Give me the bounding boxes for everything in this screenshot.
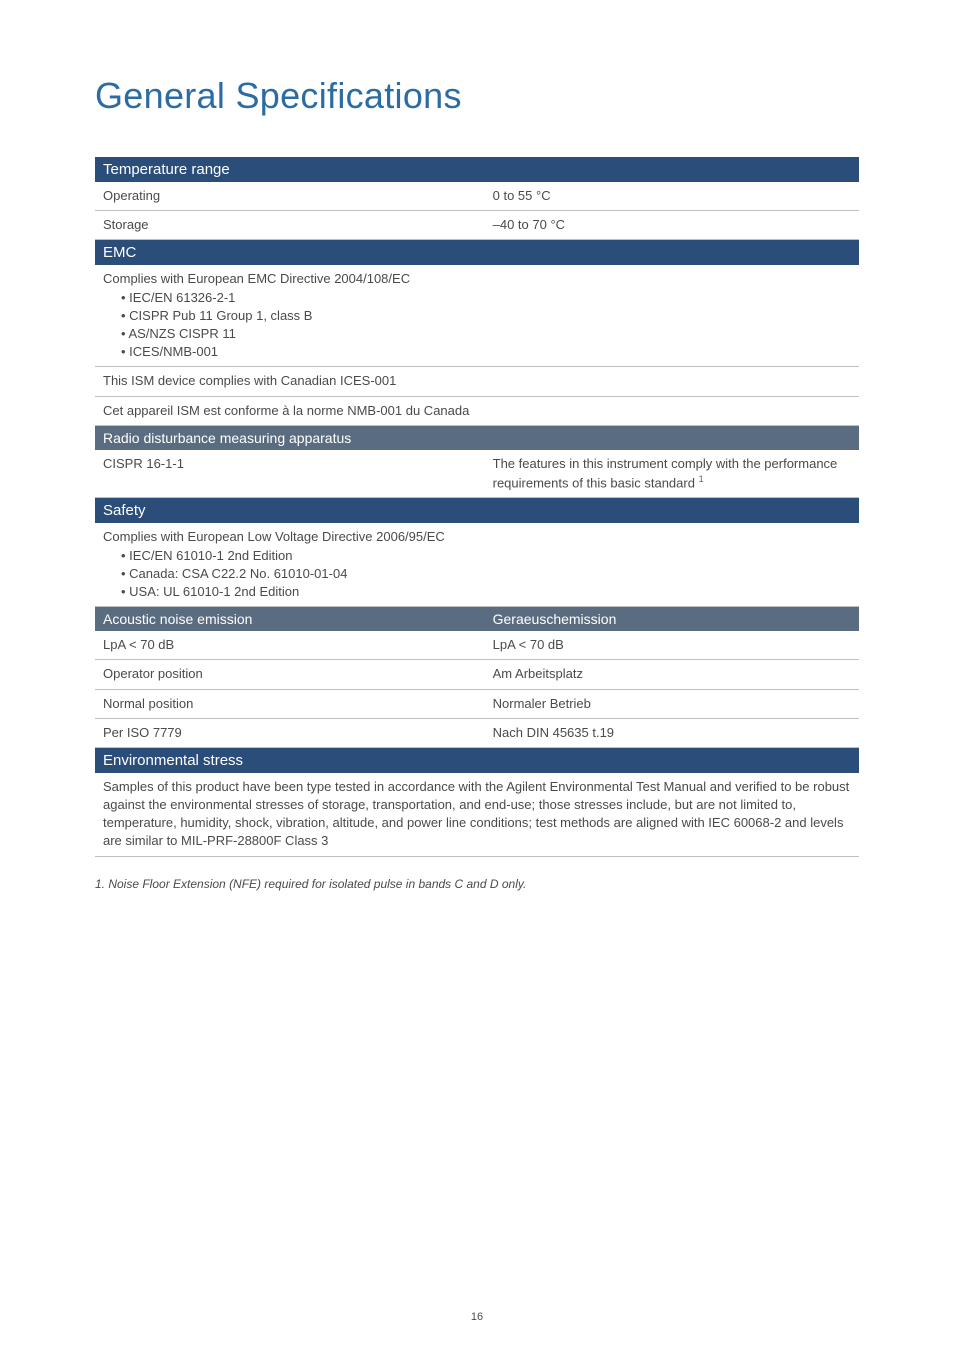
cell-label: Operator position xyxy=(95,660,485,689)
page-number: 16 xyxy=(95,1311,859,1323)
cell-label: Normal position xyxy=(95,689,485,718)
table-row: Samples of this product have been type t… xyxy=(95,773,859,856)
cell-value: –40 to 70 °C xyxy=(485,211,859,240)
table-row: Normal position Normaler Betrieb xyxy=(95,689,859,718)
cell-value: LpA < 70 dB xyxy=(485,631,859,660)
footnote-ref: 1 xyxy=(699,474,704,484)
emc-bullet: • ICES/NMB-001 xyxy=(121,344,218,359)
cell-ism-en: This ISM device complies with Canadian I… xyxy=(95,367,859,396)
table-row: LpA < 70 dB LpA < 70 dB xyxy=(95,631,859,660)
page-title: General Specifications xyxy=(95,75,859,117)
cell-label: Operating xyxy=(95,182,485,211)
section-acoustic-right: Geraeuschemission xyxy=(485,607,859,632)
cell-empty xyxy=(485,523,859,606)
cell-value: Normaler Betrieb xyxy=(485,689,859,718)
safety-bullet: • Canada: CSA C22.2 No. 61010-01-04 xyxy=(121,566,347,581)
footnote-text: 1. Noise Floor Extension (NFE) required … xyxy=(95,877,859,891)
safety-bullet: • USA: UL 61010-1 2nd Edition xyxy=(121,584,299,599)
section-acoustic-left: Acoustic noise emission xyxy=(95,607,485,632)
table-row: Cet appareil ISM est conforme à la norme… xyxy=(95,396,859,425)
cell-value: Nach DIN 45635 t.19 xyxy=(485,718,859,747)
section-environmental-label: Environmental stress xyxy=(95,747,859,773)
section-environmental: Environmental stress xyxy=(95,747,859,773)
table-row: Complies with European Low Voltage Direc… xyxy=(95,523,859,606)
table-row: Operator position Am Arbeitsplatz xyxy=(95,660,859,689)
cell-safety-compliance: Complies with European Low Voltage Direc… xyxy=(95,523,485,606)
cell-label: Storage xyxy=(95,211,485,240)
table-row: Per ISO 7779 Nach DIN 45635 t.19 xyxy=(95,718,859,747)
cell-environmental-body: Samples of this product have been type t… xyxy=(95,773,859,856)
cell-label: Per ISO 7779 xyxy=(95,718,485,747)
cell-emc-compliance: Complies with European EMC Directive 200… xyxy=(95,265,485,366)
section-temperature-label: Temperature range xyxy=(95,157,859,182)
cell-label: LpA < 70 dB xyxy=(95,631,485,660)
emc-bullet: • IEC/EN 61326-2-1 xyxy=(121,290,235,305)
section-safety: Safety xyxy=(95,498,859,524)
section-acoustic: Acoustic noise emission Geraeuschemissio… xyxy=(95,607,859,632)
table-row: Storage –40 to 70 °C xyxy=(95,211,859,240)
section-emc: EMC xyxy=(95,240,859,266)
cell-value: The features in this instrument comply w… xyxy=(485,450,859,498)
cell-value: Am Arbeitsplatz xyxy=(485,660,859,689)
emc-intro: Complies with European EMC Directive 200… xyxy=(103,271,410,286)
emc-bullet: • CISPR Pub 11 Group 1, class B xyxy=(121,308,312,323)
table-row: Operating 0 to 55 °C xyxy=(95,182,859,211)
cell-ism-fr: Cet appareil ISM est conforme à la norme… xyxy=(95,396,859,425)
cell-label: CISPR 16-1-1 xyxy=(95,450,485,498)
section-radio-label: Radio disturbance measuring apparatus xyxy=(95,425,859,450)
cell-empty xyxy=(485,265,859,366)
section-radio: Radio disturbance measuring apparatus xyxy=(95,425,859,450)
radio-text: The features in this instrument comply w… xyxy=(493,456,838,491)
section-emc-label: EMC xyxy=(95,240,859,266)
table-row: CISPR 16-1-1 The features in this instru… xyxy=(95,450,859,498)
safety-bullet: • IEC/EN 61010-1 2nd Edition xyxy=(121,548,293,563)
section-safety-label: Safety xyxy=(95,498,859,524)
spec-table: Temperature range Operating 0 to 55 °C S… xyxy=(95,157,859,857)
emc-bullet: • AS/NZS CISPR 11 xyxy=(121,326,236,341)
safety-intro: Complies with European Low Voltage Direc… xyxy=(103,529,445,544)
cell-value: 0 to 55 °C xyxy=(485,182,859,211)
table-row: This ISM device complies with Canadian I… xyxy=(95,367,859,396)
table-row: Complies with European EMC Directive 200… xyxy=(95,265,859,366)
section-temperature: Temperature range xyxy=(95,157,859,182)
